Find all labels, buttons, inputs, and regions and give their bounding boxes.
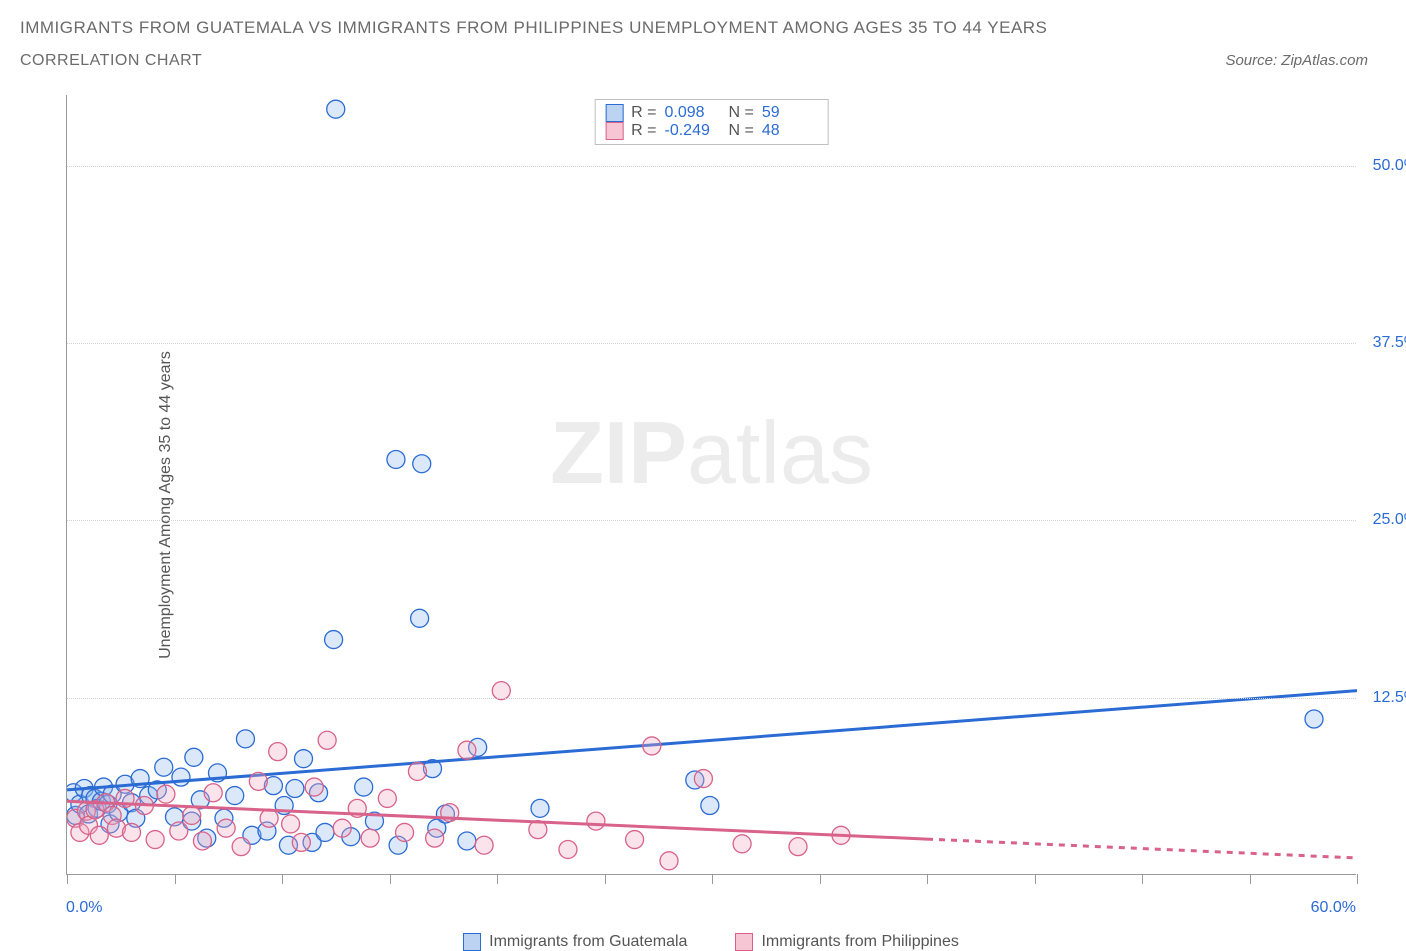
data-point: [269, 743, 287, 761]
data-point: [155, 758, 173, 776]
data-point: [316, 823, 334, 841]
legend-swatch: [735, 933, 753, 951]
data-point: [559, 840, 577, 858]
data-point: [733, 835, 751, 853]
data-point: [325, 631, 343, 649]
data-point: [185, 748, 203, 766]
x-tick: [1250, 874, 1251, 884]
data-point: [90, 826, 108, 844]
gridline: [67, 166, 1356, 167]
y-tick-label: 25.0%: [1373, 511, 1406, 529]
gridline: [67, 698, 1356, 699]
x-tick: [390, 874, 391, 884]
data-point: [232, 838, 250, 856]
data-point: [426, 829, 444, 847]
data-point: [396, 823, 414, 841]
data-point: [701, 797, 719, 815]
x-tick: [1035, 874, 1036, 884]
x-axis-end-labels: 0.0% 60.0%: [66, 899, 1356, 917]
x-tick: [282, 874, 283, 884]
x-tick: [497, 874, 498, 884]
data-point: [249, 772, 267, 790]
data-point: [387, 450, 405, 468]
data-point: [458, 832, 476, 850]
data-point: [295, 750, 313, 768]
data-point: [361, 829, 379, 847]
series-label: Immigrants from Philippines: [761, 933, 958, 951]
data-point: [587, 812, 605, 830]
data-point: [217, 819, 235, 837]
gridline: [67, 520, 1356, 521]
trend-line-dashed: [927, 839, 1357, 858]
data-point: [408, 762, 426, 780]
data-point: [226, 787, 244, 805]
x-tick: [67, 874, 68, 884]
data-point: [292, 833, 310, 851]
x-tick: [927, 874, 928, 884]
data-point: [411, 609, 429, 627]
data-point: [413, 455, 431, 473]
chart-container: Unemployment Among Ages 35 to 44 years Z…: [20, 95, 1386, 915]
x-tick: [712, 874, 713, 884]
data-point: [305, 778, 323, 796]
data-point: [172, 768, 190, 786]
data-point: [146, 831, 164, 849]
data-point: [327, 100, 345, 118]
data-point: [236, 730, 254, 748]
data-point: [458, 741, 476, 759]
scatter-svg: [67, 95, 1357, 875]
y-tick-label: 12.5%: [1373, 689, 1406, 707]
y-tick-label: 37.5%: [1373, 334, 1406, 352]
data-point: [286, 779, 304, 797]
gridline: [67, 343, 1356, 344]
series-legend: Immigrants from Guatemala Immigrants fro…: [66, 933, 1356, 951]
chart-subtitle: CORRELATION CHART: [20, 52, 202, 70]
x-tick: [175, 874, 176, 884]
data-point: [643, 737, 661, 755]
legend-swatch: [463, 933, 481, 951]
data-point: [626, 831, 644, 849]
data-point: [355, 778, 373, 796]
data-point: [1305, 710, 1323, 728]
series-label: Immigrants from Guatemala: [489, 933, 687, 951]
plot-area: ZIPatlas R = 0.098 N = 59 R = -0.249 N =…: [66, 95, 1356, 875]
data-point: [157, 785, 175, 803]
source-label: Source: ZipAtlas.com: [1225, 52, 1386, 69]
data-point: [531, 799, 549, 817]
x-tick: [1357, 874, 1358, 884]
series-legend-item: Immigrants from Philippines: [735, 933, 958, 951]
x-tick: [1142, 874, 1143, 884]
data-point: [378, 789, 396, 807]
x-min-label: 0.0%: [66, 899, 102, 917]
data-point: [123, 823, 141, 841]
series-legend-item: Immigrants from Guatemala: [463, 933, 687, 951]
data-point: [333, 819, 351, 837]
data-point: [660, 852, 678, 870]
x-max-label: 60.0%: [1311, 899, 1356, 917]
data-point: [282, 815, 300, 833]
data-point: [260, 809, 278, 827]
data-point: [694, 770, 712, 788]
x-tick: [605, 874, 606, 884]
page-title: IMMIGRANTS FROM GUATEMALA VS IMMIGRANTS …: [20, 18, 1386, 38]
data-point: [318, 731, 336, 749]
data-point: [170, 822, 188, 840]
data-point: [183, 806, 201, 824]
data-point: [204, 784, 222, 802]
data-point: [789, 838, 807, 856]
x-tick: [820, 874, 821, 884]
y-tick-label: 50.0%: [1373, 157, 1406, 175]
data-point: [475, 836, 493, 854]
data-point: [193, 832, 211, 850]
